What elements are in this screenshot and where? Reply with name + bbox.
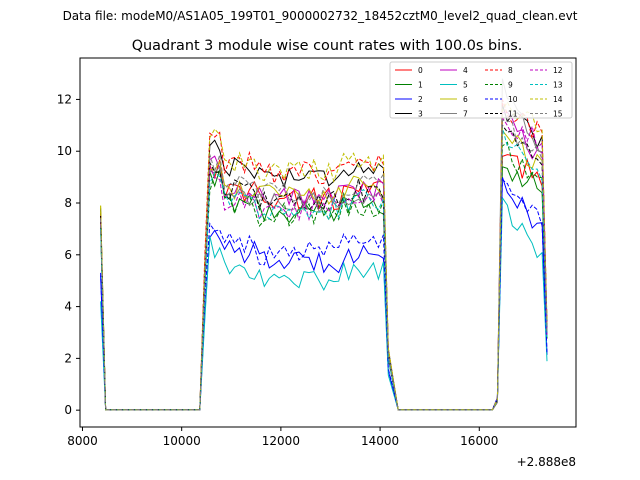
legend-label-12: 12 — [553, 66, 563, 75]
x-tick-label: 16000 — [460, 434, 498, 448]
chart-suptitle: Data file: modeM0/AS1A05_199T01_90000027… — [63, 9, 578, 23]
legend-label-6: 6 — [463, 95, 468, 104]
x-tick-label: 14000 — [361, 434, 399, 448]
legend-label-7: 7 — [463, 110, 468, 119]
plot-area — [80, 58, 576, 427]
y-tick-label: 8 — [64, 196, 72, 210]
legend-label-15: 15 — [553, 110, 563, 119]
legend-label-8: 8 — [508, 66, 513, 75]
x-offset-label: +2.888e8 — [517, 455, 576, 469]
legend-box — [389, 61, 573, 119]
y-tick-label: 12 — [57, 92, 72, 106]
legend-label-13: 13 — [553, 81, 563, 90]
legend-label-5: 5 — [463, 81, 468, 90]
series-line-2 — [100, 176, 548, 411]
y-axis: 0 2 4 6 8 10 12 — [57, 92, 80, 417]
plot-frame — [79, 57, 577, 428]
series-line-15 — [100, 119, 548, 411]
legend-label-14: 14 — [553, 95, 563, 104]
series-line-10 — [100, 178, 548, 411]
legend-label-3: 3 — [418, 110, 423, 119]
x-tick-label: 12000 — [262, 434, 300, 448]
y-tick-label: 0 — [64, 403, 72, 417]
y-tick-label: 10 — [57, 144, 72, 158]
x-tick-label: 10000 — [163, 434, 201, 448]
y-tick-label: 6 — [64, 248, 72, 262]
legend-label-11: 11 — [508, 110, 518, 119]
y-tick-label: 2 — [64, 351, 72, 365]
legend-label-9: 9 — [508, 81, 513, 90]
legend-label-10: 10 — [508, 95, 518, 104]
x-tick-label: 8000 — [67, 434, 98, 448]
legend-label-4: 4 — [463, 66, 468, 75]
y-tick-label: 4 — [64, 300, 72, 314]
legend-label-2: 2 — [418, 95, 423, 104]
legend-label-0: 0 — [418, 66, 423, 75]
chart-title: Quadrant 3 module wise count rates with … — [132, 38, 523, 54]
x-axis: 8000 10000 12000 14000 16000 — [67, 427, 498, 448]
legend-label-1: 1 — [418, 81, 423, 90]
